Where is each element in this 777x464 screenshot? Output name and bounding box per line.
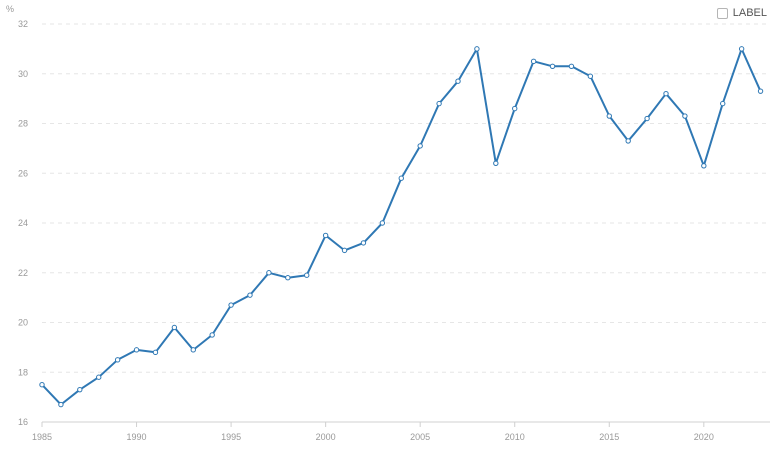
- y-axis-unit-label: %: [6, 4, 14, 14]
- data-point[interactable]: [228, 302, 234, 308]
- x-tick-label: 2005: [410, 432, 430, 442]
- data-point[interactable]: [58, 401, 64, 408]
- y-tick-label: 24: [18, 218, 28, 228]
- legend-label: LABEL: [732, 7, 767, 19]
- data-point[interactable]: [493, 160, 499, 167]
- data-point[interactable]: [455, 78, 461, 84]
- data-point[interactable]: [379, 220, 386, 226]
- data-point[interactable]: [701, 163, 707, 169]
- gridlines: [42, 23, 770, 373]
- data-point[interactable]: [436, 100, 442, 107]
- data-point[interactable]: [285, 275, 291, 281]
- data-point[interactable]: [341, 247, 348, 254]
- data-point[interactable]: [644, 115, 650, 122]
- x-tick-label: 2020: [694, 432, 714, 442]
- y-tick-label: 18: [18, 367, 28, 377]
- data-point[interactable]: [190, 347, 196, 353]
- data-point[interactable]: [96, 374, 102, 380]
- data-point[interactable]: [530, 58, 537, 65]
- data-point[interactable]: [398, 175, 404, 181]
- series-line: [41, 47, 762, 406]
- x-tick-label: 1985: [32, 432, 52, 442]
- data-points: [39, 46, 764, 408]
- data-point[interactable]: [152, 349, 159, 356]
- data-point[interactable]: [417, 143, 423, 149]
- y-tick-label: 26: [18, 168, 28, 178]
- data-point[interactable]: [606, 113, 612, 119]
- y-tick-label: 16: [18, 417, 28, 427]
- x-tick-label: 1995: [221, 432, 241, 442]
- data-point[interactable]: [625, 138, 631, 144]
- data-point[interactable]: [247, 292, 253, 298]
- data-point[interactable]: [77, 386, 83, 393]
- data-point[interactable]: [133, 347, 140, 353]
- data-point[interactable]: [587, 73, 594, 79]
- y-tick-label: 28: [18, 119, 28, 129]
- x-axis-ticks: 1985 1990 1995 2000 2005 2010 2015 2020: [32, 422, 714, 442]
- x-tick-label: 1990: [127, 432, 147, 442]
- data-point[interactable]: [171, 324, 178, 331]
- data-point[interactable]: [266, 270, 272, 276]
- y-tick-label: 30: [18, 69, 28, 79]
- data-point[interactable]: [512, 105, 518, 112]
- x-tick-label: 2010: [505, 432, 525, 442]
- legend-checkbox[interactable]: [716, 7, 728, 19]
- data-point[interactable]: [322, 232, 329, 239]
- y-axis-ticks: 16 18 20 22 24 26 28 30 32: [18, 19, 28, 427]
- data-point[interactable]: [663, 90, 669, 97]
- data-point[interactable]: [114, 357, 121, 363]
- data-point[interactable]: [568, 63, 575, 69]
- y-tick-label: 22: [18, 268, 28, 278]
- data-point[interactable]: [39, 381, 45, 388]
- x-tick-label: 2015: [599, 432, 619, 442]
- data-point[interactable]: [474, 46, 480, 52]
- x-tick-label: 2000: [316, 432, 336, 442]
- data-point[interactable]: [360, 240, 367, 246]
- data-point[interactable]: [682, 113, 688, 119]
- data-point[interactable]: [304, 272, 310, 278]
- data-point[interactable]: [209, 332, 215, 338]
- data-point[interactable]: [720, 100, 726, 107]
- legend-item[interactable]: LABEL: [716, 7, 767, 19]
- data-point[interactable]: [757, 88, 764, 94]
- data-point[interactable]: [738, 46, 745, 52]
- data-point[interactable]: [549, 63, 556, 69]
- y-tick-label: 20: [18, 318, 28, 328]
- y-tick-label: 32: [18, 19, 28, 29]
